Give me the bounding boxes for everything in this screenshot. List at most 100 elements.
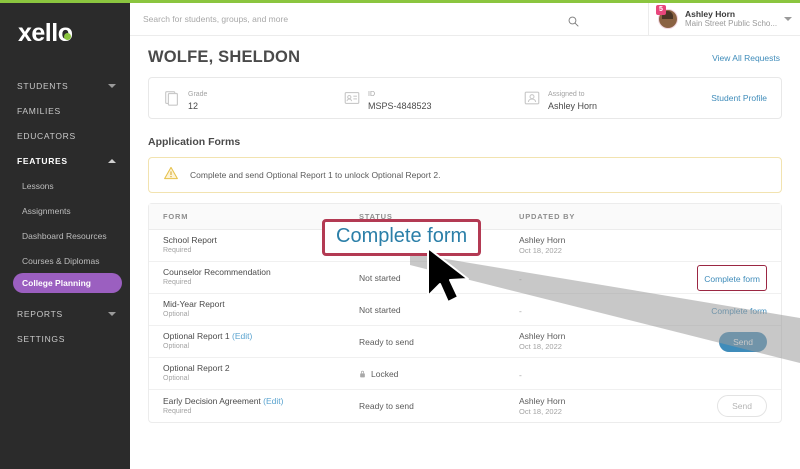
chevron-down-icon[interactable] — [784, 17, 792, 21]
updated-by-date: Oct 18, 2022 — [519, 342, 562, 352]
updated-by-name: Ashley Horn — [519, 395, 566, 406]
warning-triangle-icon — [163, 165, 179, 186]
column-header-status: STATUS — [359, 212, 393, 221]
info-item-grade: Grade 12 — [163, 83, 343, 113]
form-name: Mid-Year Report — [163, 299, 225, 310]
lock-icon — [359, 370, 366, 378]
sidebar-item-families[interactable]: FAMILIES — [0, 98, 130, 123]
status-cell: Ready to send — [359, 401, 519, 411]
status-label: Not started — [359, 272, 401, 283]
chevron-up-icon — [108, 158, 116, 163]
user-menu[interactable]: 5 Ashley Horn Main Street Public Scho... — [648, 3, 800, 36]
grade-book-icon — [163, 89, 181, 107]
callout-label: Complete form — [336, 225, 468, 247]
send-button[interactable]: Send — [719, 331, 767, 352]
updated-by-name: Ashley Horn — [519, 235, 566, 246]
updated-by-empty: - — [519, 305, 522, 316]
student-profile-link[interactable]: Student Profile — [711, 93, 767, 103]
updated-by-cell: - — [519, 365, 679, 383]
sidebar-item-dashboard-resources[interactable]: Dashboard Resources — [0, 223, 130, 248]
form-name-text: Early Decision Agreement — [163, 395, 261, 406]
updated-by-cell: Ashley Horn Oct 18, 2022 — [519, 331, 679, 352]
sidebar: xello STUDENTS FAMILIES EDUCATORS FEATUR… — [0, 3, 130, 469]
sidebar-item-reports[interactable]: REPORTS — [0, 301, 130, 326]
info-item-assigned-to: Assigned to Ashley Horn — [523, 83, 703, 113]
status-badge: Locked — [359, 369, 519, 379]
column-header-form: FORM — [163, 212, 189, 221]
complete-form-link[interactable]: Complete form — [711, 305, 767, 316]
form-cell: Mid-Year Report Optional — [149, 299, 359, 319]
assigned-user-icon — [523, 89, 541, 107]
sidebar-item-features[interactable]: FEATURES — [0, 148, 130, 173]
table-row: Optional Report 1 (Edit) Optional Ready … — [149, 326, 781, 358]
form-cell: Early Decision Agreement (Edit) Required — [149, 396, 359, 416]
edit-link[interactable]: (Edit) — [232, 331, 253, 342]
search-input[interactable] — [143, 14, 543, 24]
page-header: WOLFE, SHELDON View All Requests — [130, 36, 800, 77]
table-row: Optional Report 2 Optional Locked — [149, 358, 781, 390]
complete-form-link[interactable]: Complete form — [704, 273, 760, 284]
form-requirement: Optional — [163, 375, 190, 383]
sidebar-item-label: Assignments — [22, 205, 71, 216]
send-button[interactable]: Send — [717, 395, 767, 417]
updated-by-cell: - — [519, 301, 679, 319]
section-heading: Application Forms — [148, 136, 241, 148]
updated-by-empty: - — [519, 369, 522, 380]
edit-link[interactable]: (Edit) — [263, 395, 284, 406]
action-cell: Send — [679, 395, 781, 417]
info-item-id: ID MSPS-4848523 — [343, 83, 523, 113]
info-item-text: ID MSPS-4848523 — [368, 83, 432, 113]
updated-by-cell: Ashley Horn Oct 18, 2022 — [519, 396, 679, 417]
user-info: Ashley Horn Main Street Public Scho... — [685, 9, 784, 30]
search-icon[interactable] — [568, 14, 579, 32]
column-header-updated-by: UPDATED BY — [519, 212, 576, 221]
form-name: Optional Report 1 (Edit) — [163, 331, 359, 342]
form-requirement: Optional — [163, 343, 190, 351]
action-cell: Complete form — [679, 264, 781, 291]
alert-message: Complete and send Optional Report 1 to u… — [190, 170, 441, 180]
search-bar[interactable] — [130, 3, 648, 36]
sidebar-item-educators[interactable]: EDUCATORS — [0, 123, 130, 148]
status-cell: Ready to send — [359, 337, 519, 347]
sidebar-item-label: REPORTS — [17, 308, 63, 319]
form-requirement: Required — [163, 279, 192, 287]
table-row: Counselor Recommendation Required Not st… — [149, 262, 781, 294]
sidebar-item-label: FEATURES — [17, 155, 68, 166]
form-cell: Optional Report 1 (Edit) Optional — [149, 331, 359, 351]
app-logo[interactable]: xello — [0, 11, 130, 59]
sidebar-item-settings[interactable]: SETTINGS — [0, 326, 130, 351]
alert-banner: Complete and send Optional Report 1 to u… — [148, 157, 782, 193]
form-name: Optional Report 2 — [163, 363, 230, 374]
form-cell: School Report Required — [149, 235, 359, 255]
sidebar-item-assignments[interactable]: Assignments — [0, 198, 130, 223]
info-item-text: Grade 12 — [188, 83, 207, 113]
sidebar-item-college-planning[interactable]: College Planning — [13, 273, 122, 293]
sidebar-item-courses-diplomas[interactable]: Courses & Diplomas — [0, 248, 130, 273]
sidebar-item-label: SETTINGS — [17, 333, 66, 344]
sidebar-item-label: College Planning — [22, 278, 91, 288]
top-bar: 5 Ashley Horn Main Street Public Scho... — [130, 3, 800, 36]
form-name: Early Decision Agreement (Edit) — [163, 396, 359, 407]
callout-box: Complete form — [322, 219, 482, 256]
logo-text: xello — [18, 19, 73, 47]
info-label: Grade — [188, 91, 208, 99]
form-name-text: Optional Report 1 — [163, 331, 230, 342]
sidebar-item-students[interactable]: STUDENTS — [0, 73, 130, 98]
form-cell: Optional Report 2 Optional — [149, 363, 359, 383]
notification-badge[interactable]: 5 — [656, 5, 666, 15]
sidebar-item-lessons[interactable]: Lessons — [0, 173, 130, 198]
page-title: WOLFE, SHELDON — [148, 48, 301, 66]
chevron-down-icon — [108, 83, 116, 88]
logo-dot-icon — [64, 33, 71, 40]
form-cell: Counselor Recommendation Required — [149, 267, 359, 287]
info-value: Ashley Horn — [548, 101, 598, 112]
form-requirement: Optional — [163, 311, 190, 319]
updated-by-name: Ashley Horn — [519, 331, 566, 342]
view-all-requests-link[interactable]: View All Requests — [712, 52, 780, 63]
chevron-down-icon — [108, 311, 116, 316]
user-name: Ashley Horn — [685, 8, 736, 19]
sidebar-item-label: EDUCATORS — [17, 130, 76, 141]
status-cell: Not started — [359, 273, 519, 283]
form-name: Counselor Recommendation — [163, 267, 271, 278]
